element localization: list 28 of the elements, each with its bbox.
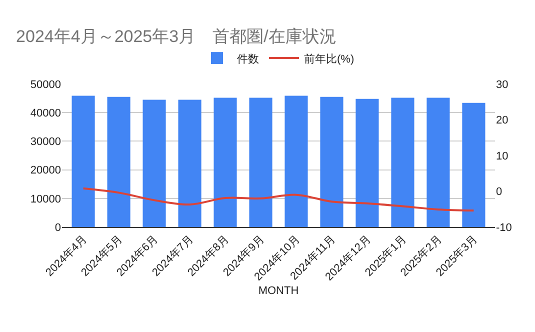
line-series	[82, 187, 475, 212]
y-tick-label: 20000	[30, 164, 61, 177]
bar	[320, 96, 344, 227]
y-tick-label: 10000	[30, 193, 61, 206]
bar	[284, 96, 308, 227]
y-tick-label: 50000	[30, 78, 61, 91]
legend-label: 前年比(%)	[304, 52, 354, 66]
y-tick-label: 40000	[30, 107, 61, 120]
x-axis-title: MONTH	[258, 285, 299, 298]
bar	[72, 96, 95, 227]
y-tick-label: 30000	[30, 136, 61, 148]
y-tick-label: 0	[54, 222, 61, 234]
bar	[249, 98, 272, 227]
bar	[426, 98, 450, 227]
bar	[356, 98, 379, 227]
bar	[462, 102, 486, 227]
bar	[391, 98, 414, 227]
bar	[107, 96, 130, 227]
chart-title: 2024年4月～2025年3月 首都圏/在庫状況	[16, 26, 336, 46]
y2-tick-label: -10	[496, 222, 512, 234]
legend-label: 件数	[237, 53, 259, 66]
bar	[214, 98, 237, 227]
y2-tick-label: 20	[496, 114, 508, 127]
y2-tick-label: 30	[496, 78, 508, 91]
y2-tick-label: 10	[496, 150, 508, 162]
bar	[178, 100, 202, 227]
y2-tick-label: 0	[496, 186, 502, 198]
bar	[142, 100, 166, 227]
